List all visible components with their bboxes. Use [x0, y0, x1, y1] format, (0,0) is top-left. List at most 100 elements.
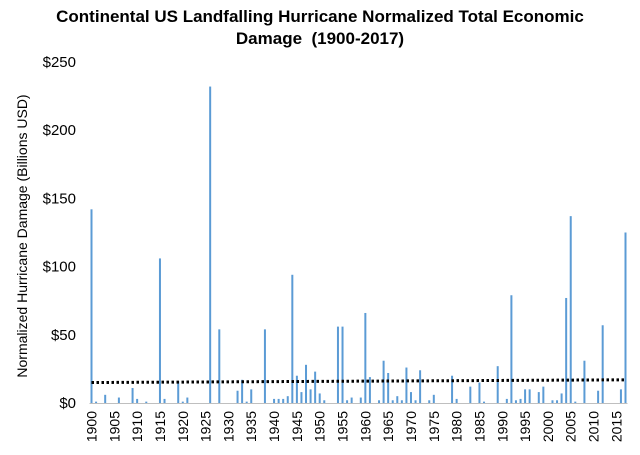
x-tick-label: 1950: [312, 411, 328, 442]
x-tick-label: 1985: [471, 411, 487, 442]
x-tick-label: 2010: [586, 411, 602, 442]
bar: [364, 312, 367, 403]
trend-line: [91, 378, 626, 385]
x-tick-label: 1980: [449, 411, 465, 442]
y-tick-label: $250: [43, 54, 76, 71]
bar: [236, 390, 239, 403]
x-tick-label: 2000: [540, 411, 556, 442]
bar: [117, 397, 120, 403]
bar: [510, 295, 513, 403]
bar: [181, 401, 184, 403]
bar: [432, 394, 435, 403]
bar: [519, 398, 522, 403]
bar: [551, 400, 554, 403]
bar: [419, 370, 422, 403]
bar: [104, 394, 107, 403]
bar: [624, 232, 627, 403]
x-tick-label: 1915: [152, 411, 168, 442]
bar: [505, 398, 508, 403]
x-tick-label: 2015: [608, 411, 624, 442]
bar: [186, 397, 189, 403]
bar: [387, 372, 390, 403]
bar: [305, 364, 308, 403]
x-tick-label: 2005: [563, 411, 579, 442]
bar: [528, 389, 531, 403]
x-tick-label: 1970: [403, 411, 419, 442]
chart-title-line-2: Damage (1900-2017): [235, 29, 405, 48]
bar: [350, 397, 353, 403]
x-tick-label: 1995: [517, 411, 533, 442]
bar: [405, 367, 408, 403]
bar: [583, 360, 586, 403]
x-tick-label: 1900: [84, 411, 100, 442]
bar: [136, 398, 139, 403]
x-tick-label: 1955: [335, 411, 351, 442]
x-tick-label: 1905: [106, 411, 122, 442]
x-tick-label: 1990: [494, 411, 510, 442]
x-tick-label: 1940: [266, 411, 282, 442]
bar: [574, 401, 577, 403]
bar: [295, 375, 298, 403]
y-tick-label: $200: [43, 122, 76, 139]
bar: [391, 400, 394, 403]
y-tick-label: $0: [59, 395, 76, 412]
bar: [300, 392, 303, 403]
bar: [95, 401, 98, 403]
bar: [336, 326, 339, 403]
x-tick-label: 1935: [243, 411, 259, 442]
bar: [291, 274, 294, 403]
x-tick-label: 1930: [220, 411, 236, 442]
x-tick-label: 1965: [380, 411, 396, 442]
trend-line-group: [91, 378, 626, 385]
bar: [218, 329, 221, 403]
bar: [396, 396, 399, 403]
x-tick-label: 1920: [175, 411, 191, 442]
bar: [537, 392, 540, 403]
y-tick-label: $100: [43, 259, 76, 276]
x-tick-label: 1925: [198, 411, 214, 442]
bar: [619, 389, 622, 403]
bar: [209, 86, 212, 403]
bar: [90, 209, 93, 403]
bar: [560, 393, 563, 403]
bar: [273, 398, 276, 403]
bar: [314, 371, 317, 403]
chart-title-line-1: Continental US Landfalling Hurricane Nor…: [56, 7, 584, 26]
bar: [514, 400, 517, 403]
x-tick-label: 1975: [426, 411, 442, 442]
bar: [245, 401, 248, 403]
bar: [569, 216, 572, 403]
bar: [414, 400, 417, 403]
bar: [145, 401, 148, 403]
bar: [277, 398, 280, 403]
bar: [556, 400, 559, 403]
bar: [483, 401, 486, 403]
bar: [601, 325, 604, 403]
bar: [346, 400, 349, 403]
bar: [565, 297, 568, 403]
bar: [250, 389, 253, 403]
y-tick-label: $150: [43, 190, 76, 207]
bar: [409, 392, 412, 403]
bar: [368, 377, 371, 403]
bar: [378, 400, 381, 403]
bar: [241, 379, 244, 403]
bar: [359, 397, 362, 403]
y-tick-labels: $0 $50 $100 $150 $200 $250: [43, 54, 76, 412]
bar: [163, 398, 166, 403]
bar: [478, 382, 481, 403]
x-tick-labels: 1900 1905 1910 1915 1920 1925 1930 1935 1940 1945…: [84, 411, 625, 442]
x-tick-label: 1910: [129, 411, 145, 442]
x-tick-label: 1945: [289, 411, 305, 442]
bar: [282, 398, 285, 403]
bar: [400, 400, 403, 403]
bar: [131, 387, 134, 403]
bar: [455, 398, 458, 403]
bar: [309, 389, 312, 403]
bar: [323, 400, 326, 403]
bar: [158, 258, 161, 403]
bar: [263, 329, 266, 403]
chart-title: Continental US Landfalling Hurricane Nor…: [0, 6, 640, 50]
bar: [318, 393, 321, 403]
